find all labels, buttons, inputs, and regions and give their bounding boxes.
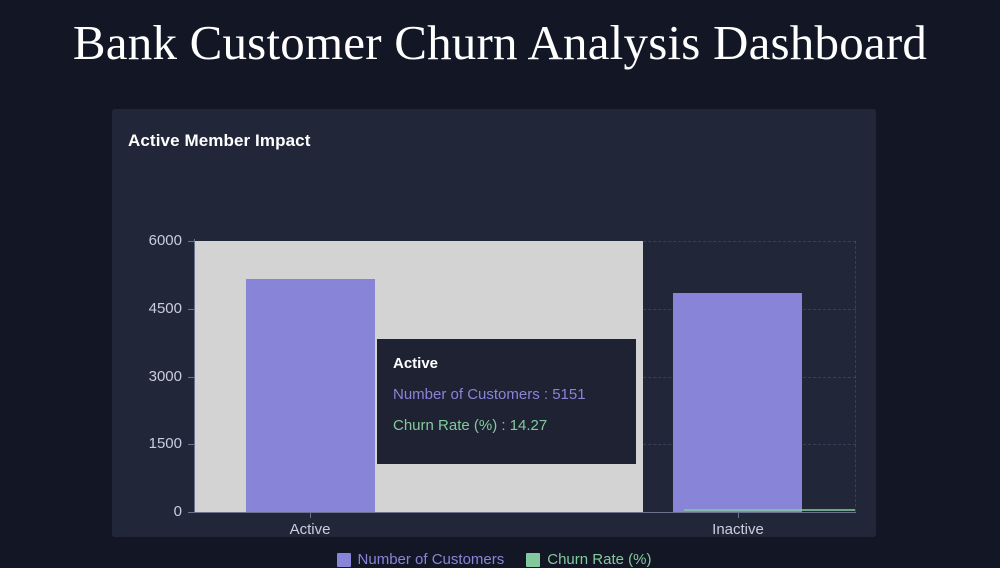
y-axis-label-4500: 4500: [148, 299, 182, 317]
legend-label-customers: Number of Customers: [357, 551, 505, 568]
y-axis-label-0: 0: [173, 503, 182, 520]
legend-item-number-of-customers[interactable]: Number of Customers: [336, 551, 505, 568]
x-tick-inactive: [738, 512, 739, 518]
tooltip-title: Active: [393, 355, 439, 372]
page-title: Bank Customer Churn Analysis Dashboard: [72, 15, 928, 70]
chart-card: Active Member Impact: [112, 109, 876, 568]
legend-item-churn-rate[interactable]: Churn Rate (%): [526, 551, 651, 568]
chart-tooltip: Active Number of Customers : 5151 Churn …: [377, 339, 636, 464]
y-tick-0: [188, 512, 194, 513]
y-axis-label-6000: 6000: [148, 232, 182, 249]
legend-swatch-customers-icon: [336, 552, 351, 567]
y-tick-3000: [188, 376, 194, 378]
x-axis-label-active: Active: [289, 521, 331, 538]
tooltip-row-churn-rate: Churn Rate (%) : 14.27: [393, 417, 548, 434]
x-tick-active: [310, 512, 311, 518]
legend-swatch-churn-rate-icon: [526, 552, 541, 567]
gridline-right-edge: [855, 241, 856, 512]
y-tick-4500: [188, 308, 194, 310]
chart-card-title: Active Member Impact: [128, 131, 311, 150]
bar-inactive-customers[interactable]: [673, 293, 802, 512]
x-axis-label-inactive: Inactive: [712, 521, 764, 538]
chart-legend: Number of Customers Churn Rate (%): [112, 551, 876, 568]
y-axis-label-1500: 1500: [148, 435, 182, 453]
x-axis: [194, 512, 856, 513]
y-tick-6000: [188, 241, 194, 242]
active-member-impact-chart[interactable]: 6000 4500 3000 1500 0 Active Inactive Ac…: [112, 169, 876, 568]
y-axis: [194, 239, 195, 513]
y-axis-label-3000: 3000: [148, 367, 182, 385]
legend-label-churn-rate: Churn Rate (%): [547, 551, 652, 568]
tooltip-row-customers: Number of Customers : 5151: [393, 386, 586, 403]
y-tick-1500: [188, 444, 194, 446]
y-axis-labels: 6000 4500 3000 1500 0: [112, 169, 182, 537]
bar-active-customers[interactable]: [246, 279, 375, 512]
line-churn-rate[interactable]: [684, 509, 855, 511]
